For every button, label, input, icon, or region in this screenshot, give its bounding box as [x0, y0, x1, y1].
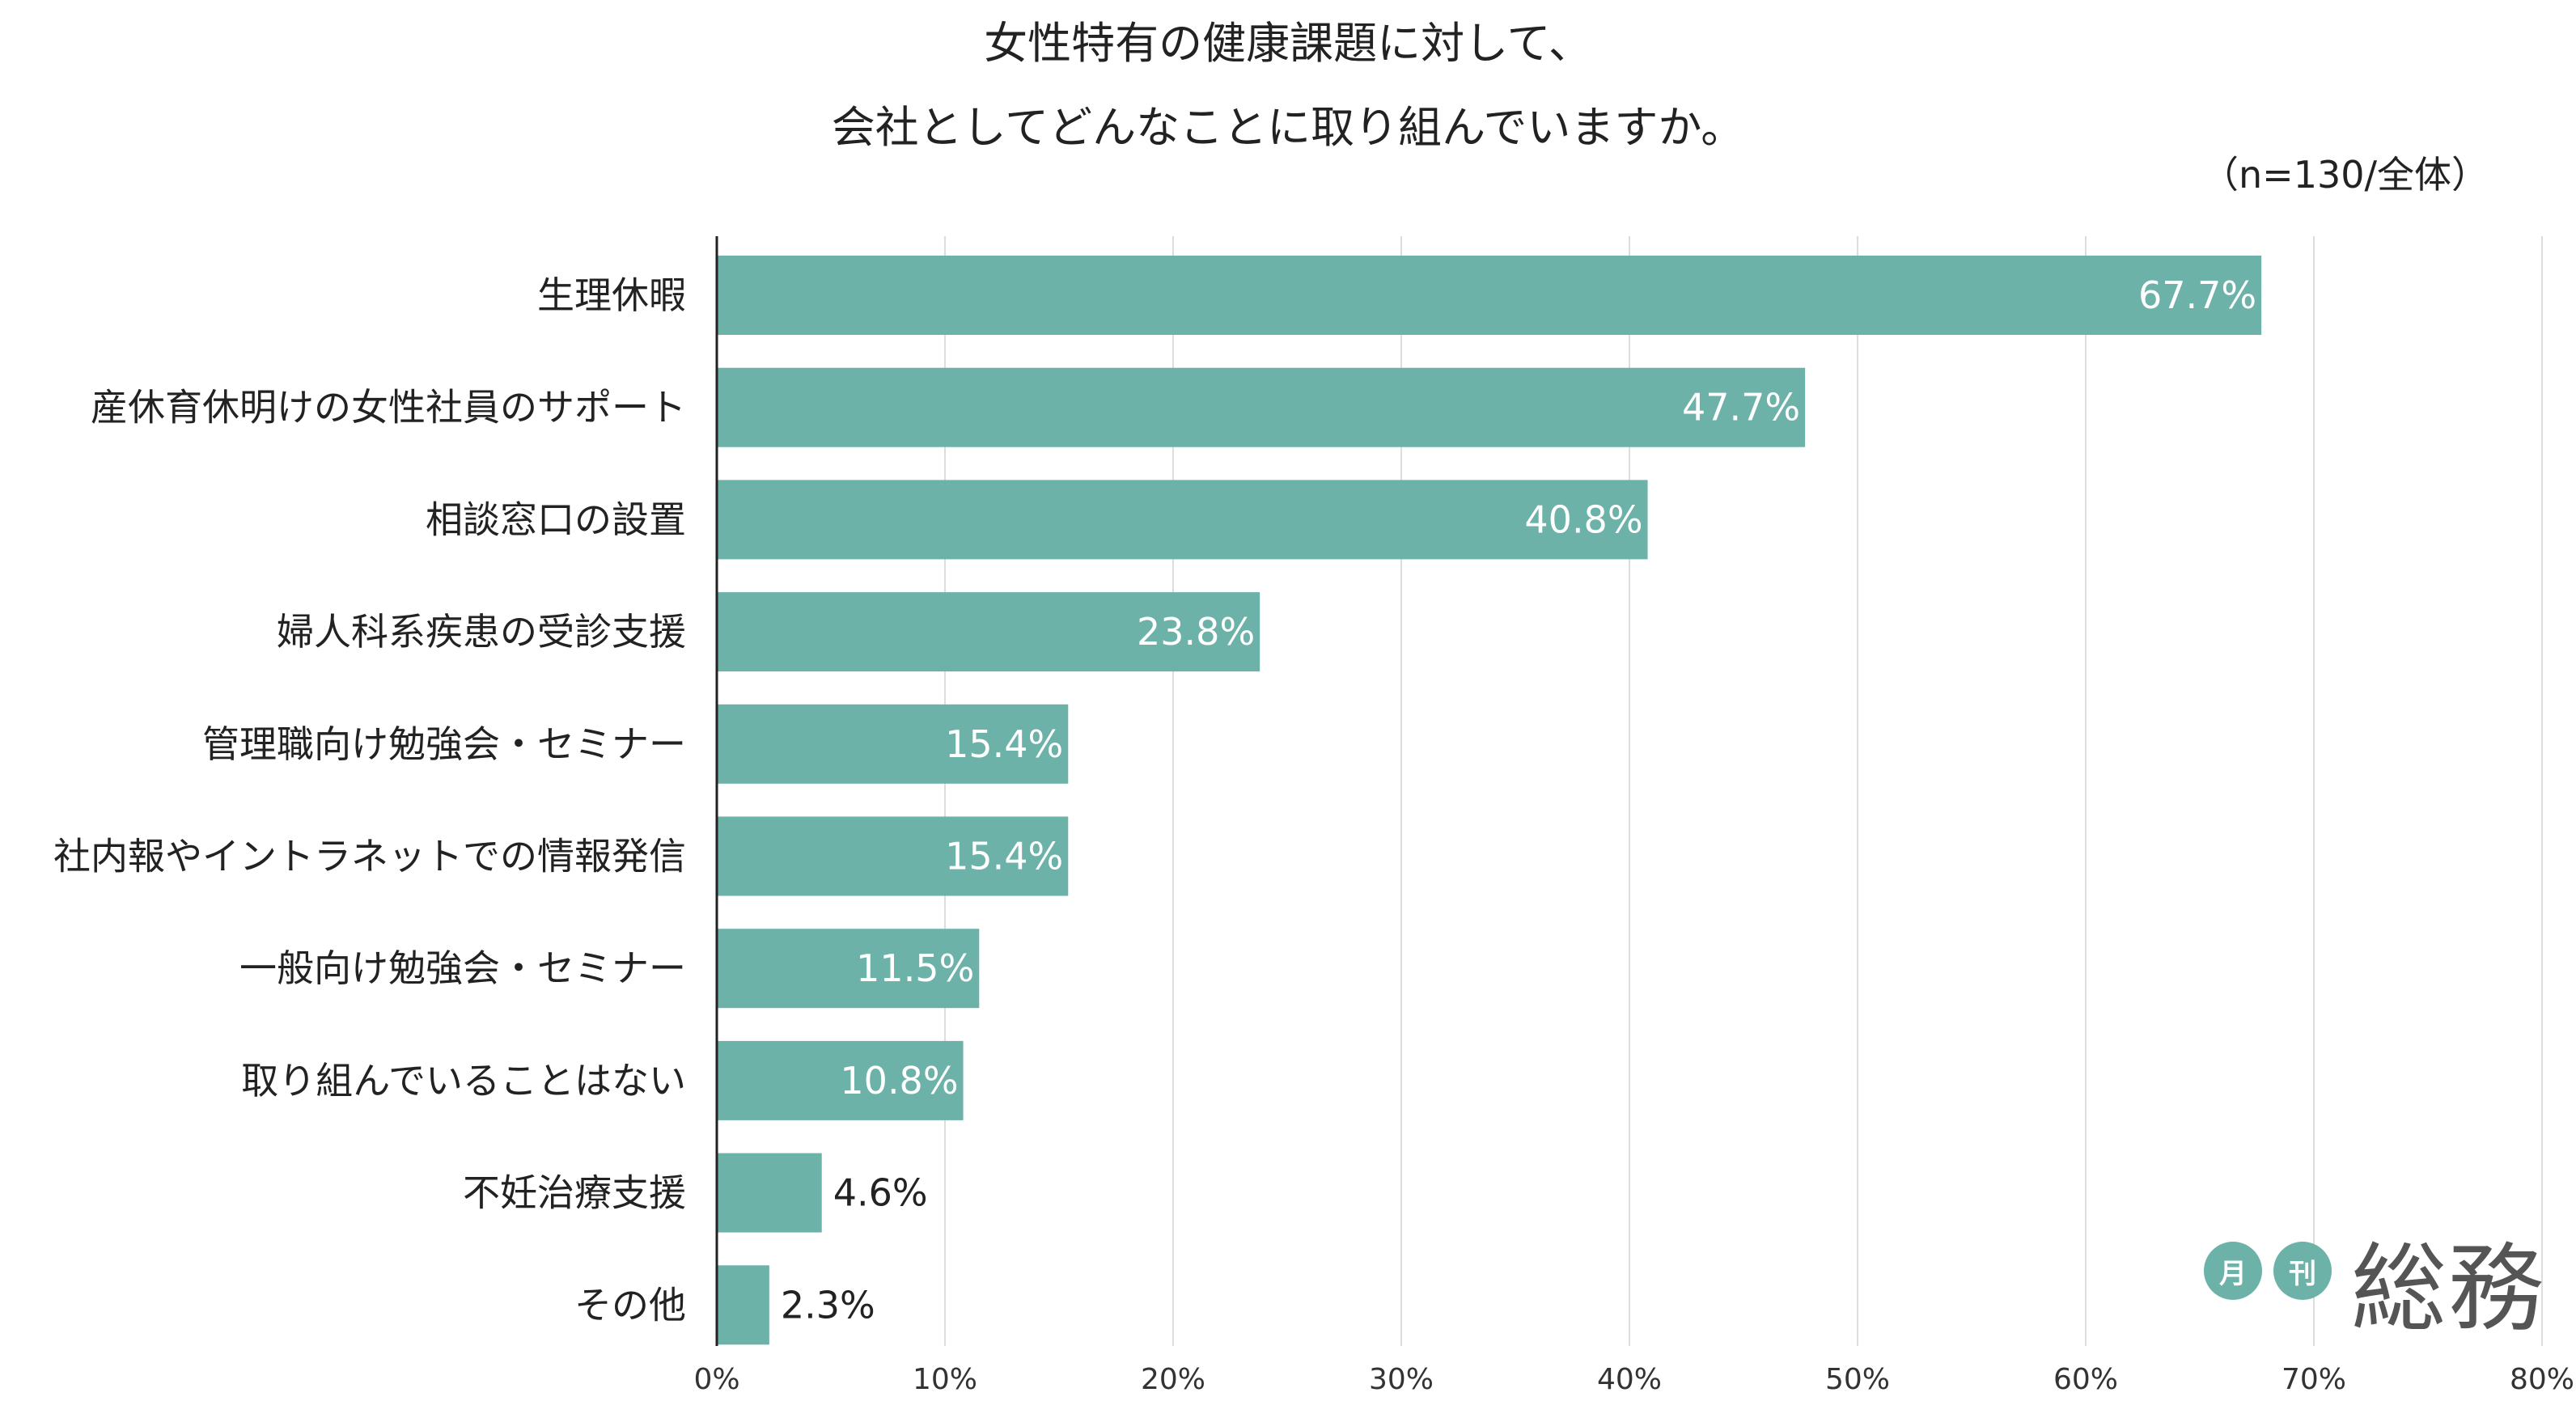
bar [717, 367, 1806, 447]
data-label: 15.4% [945, 722, 1063, 766]
x-tick-label: 0% [693, 1363, 739, 1396]
logo-circle-tsuki: 月 [2204, 1242, 2262, 1300]
x-tick-label: 50% [1825, 1363, 1890, 1396]
category-label: その他 [574, 1283, 686, 1327]
sample-size-note: （n=130/全体） [2201, 153, 2489, 197]
bar [717, 1040, 964, 1120]
chart-title: 女性特有の健康課題に対して、 会社としてどんなことに取り組んでいますか。 [0, 0, 2576, 170]
data-label: 47.7% [1682, 386, 1800, 430]
x-tick-label: 80% [2510, 1363, 2574, 1396]
category-label: 相談窓口の設置 [426, 497, 686, 541]
x-tick-label: 20% [1141, 1363, 1205, 1396]
category-label: 婦人科系疾患の受診支援 [277, 610, 686, 654]
data-label: 23.8% [1137, 610, 1255, 654]
chart-title-line-1: 女性特有の健康課題に対して、 [984, 18, 1592, 69]
bar [717, 592, 1260, 672]
category-label: 不妊治療支援 [463, 1171, 686, 1215]
logo-circle-kan: 刊 [2273, 1242, 2332, 1300]
data-label: 67.7% [2138, 273, 2256, 317]
bar [717, 256, 2262, 335]
bar [717, 704, 1069, 784]
category-label: 産休育休明けの女性社員のサポート [91, 386, 686, 430]
bar [717, 816, 1069, 896]
x-tick-label: 10% [913, 1363, 977, 1396]
data-label: 11.5% [856, 946, 974, 990]
category-label: 取り組んでいることはない [241, 1059, 686, 1103]
category-label: 一般向け勉強会・セミナー [239, 946, 686, 990]
x-tick-label: 70% [2282, 1363, 2346, 1396]
x-tick-label: 40% [1597, 1363, 1662, 1396]
data-label: 15.4% [945, 835, 1063, 878]
bar [717, 480, 1648, 560]
chart-title-line-2: 会社としてどんなことに取り組んでいますか。 [831, 102, 1745, 153]
bar [717, 929, 980, 1009]
logo-wordmark: 総務 [2351, 1232, 2546, 1344]
data-label: 2.3% [781, 1283, 875, 1327]
data-label: 4.6% [833, 1171, 928, 1215]
bar [717, 1265, 769, 1345]
bar [717, 1153, 822, 1233]
brand-logo: 月 刊 総務 [2204, 1223, 2545, 1344]
x-tick-label: 30% [1369, 1363, 1434, 1396]
category-label: 管理職向け勉強会・セミナー [202, 722, 686, 766]
category-label: 社内報やイントラネットでの情報発信 [53, 835, 686, 878]
data-label: 40.8% [1524, 497, 1642, 541]
x-tick-label: 60% [2053, 1363, 2118, 1396]
data-label: 10.8% [840, 1059, 958, 1103]
category-label: 生理休暇 [537, 273, 686, 317]
